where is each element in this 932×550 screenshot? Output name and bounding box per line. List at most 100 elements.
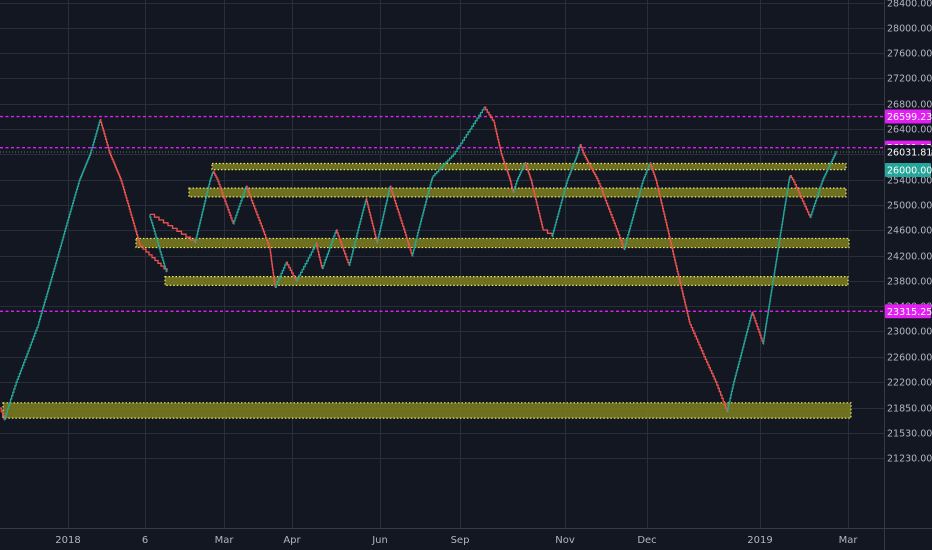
up-brick-run: [513, 162, 526, 194]
up-brick-run: [433, 129, 471, 177]
down-brick-run: [600, 185, 625, 250]
time-axis-tick-label: 2019: [747, 535, 772, 546]
price-axis-tick-label: 28400.00: [887, 0, 932, 10]
zone-box: [135, 237, 850, 249]
down-brick-run: [494, 122, 514, 193]
down-brick-run: [543, 229, 553, 237]
down-brick-run: [790, 175, 811, 218]
price-axis-tick-label: 24600.00: [887, 226, 932, 237]
price-tag: 23315.25: [885, 304, 932, 319]
price-axis-tick-label: 27200.00: [887, 74, 932, 85]
up-brick-run: [624, 162, 651, 251]
time-axis-tick-label: Mar: [839, 535, 859, 546]
up-brick-run: [195, 171, 214, 244]
price-tag-box: [885, 163, 931, 177]
zone-fill: [3, 402, 851, 419]
down-brick-run: [286, 261, 297, 281]
zone-box: [211, 162, 847, 171]
down-brick-run: [484, 106, 495, 123]
time-axis-tick-label: 2018: [55, 535, 80, 546]
down-brick-run: [100, 118, 141, 247]
down-brick-run: [336, 229, 350, 266]
price-tag-label: 26599.23: [887, 112, 932, 123]
down-brick-run: [580, 143, 601, 187]
time-axis[interactable]: 2018 6 Mar Apr Jun Sep Nov Dec 2019 Mar: [0, 528, 932, 547]
zone-box: [164, 276, 849, 286]
up-brick-run: [349, 198, 367, 267]
time-axis-tick-label: 6: [142, 535, 148, 546]
price-axis-tick-label: 23800.00: [887, 277, 932, 288]
horizontal-levels: [0, 115, 884, 312]
up-brick-run: [727, 312, 753, 413]
price-axis-tick-label: 25000.00: [887, 201, 932, 212]
up-brick-run: [275, 262, 287, 288]
up-brick-run: [412, 175, 434, 257]
price-axis-tick-label: 23000.00: [887, 327, 932, 338]
price-tag-label: 23315.25: [887, 307, 932, 318]
down-brick-run: [316, 242, 323, 269]
support-resistance-zones: [2, 162, 852, 419]
down-brick-run: [752, 311, 764, 344]
price-axis-tick-label: 27600.00: [887, 49, 932, 60]
zone-border: [188, 187, 847, 198]
zone-border: [135, 237, 850, 249]
down-brick-run: [366, 198, 378, 243]
down-brick-run: [150, 213, 196, 243]
time-axis-tick-label: Sep: [451, 535, 470, 546]
zone-border: [211, 162, 847, 171]
up-brick-run: [376, 186, 391, 244]
price-axis-tick-label: 21850.00: [887, 404, 932, 415]
price-axis-tick-label: 26800.00: [887, 100, 932, 111]
price-series: [0, 106, 837, 421]
price-axis-tick-label: 25400.00: [887, 176, 932, 187]
zone-box: [188, 187, 847, 198]
zone-border: [2, 402, 852, 419]
price-axis-tick-label: 21230.00: [887, 454, 932, 465]
down-brick-run: [525, 162, 544, 230]
zone-fill: [136, 238, 849, 248]
time-axis-tick-label: Dec: [637, 535, 656, 546]
price-axis[interactable]: 28400.00 28000.00 27600.00 27200.00 26800.00…: [884, 0, 932, 550]
down-brick-run: [0, 407, 5, 420]
up-brick-run: [762, 175, 791, 345]
price-tag: 26599.23: [885, 109, 932, 124]
up-brick-run: [322, 230, 337, 270]
down-brick-run: [690, 324, 728, 412]
grid: [0, 0, 884, 528]
zone-fill: [212, 163, 846, 170]
price-tag-box: [885, 109, 931, 124]
price-tag-box: [885, 304, 931, 319]
down-brick-run: [390, 185, 413, 256]
zone-border: [164, 276, 849, 286]
time-axis-tick-label: Jun: [371, 535, 388, 546]
time-axis-tick-label: Mar: [215, 535, 235, 546]
price-tag-label: 26031.81: [887, 148, 932, 159]
up-brick-run: [470, 107, 485, 130]
up-brick-run: [233, 186, 247, 225]
price-axis-tick-label: 24200.00: [887, 252, 932, 263]
up-brick-run: [38, 119, 101, 326]
price-tag: 26000.00: [885, 163, 932, 177]
up-brick-run: [810, 150, 837, 219]
up-brick-run: [149, 214, 167, 273]
up-brick-run: [552, 144, 581, 238]
price-tag-label: 26000.00: [887, 166, 932, 177]
time-axis-tick-label: Apr: [283, 535, 301, 546]
down-brick-run: [650, 162, 691, 325]
up-brick-run: [4, 324, 39, 421]
down-brick-run: [269, 248, 276, 288]
time-axis-tick-label: Nov: [555, 535, 575, 546]
price-axis-tick-label: 22600.00: [887, 353, 932, 364]
price-axis-tick-label: 28000.00: [887, 24, 932, 35]
zone-fill: [165, 276, 848, 286]
price-tag-box: [885, 145, 931, 160]
price-tag: 26031.81: [885, 145, 932, 160]
price-axis-tick-label: 22200.00: [887, 378, 932, 389]
price-axis-tick-label: 21530.00: [887, 429, 932, 440]
zone-box: [2, 402, 852, 419]
price-axis-tick-label: 26400.00: [887, 125, 932, 136]
down-brick-run: [213, 170, 234, 224]
